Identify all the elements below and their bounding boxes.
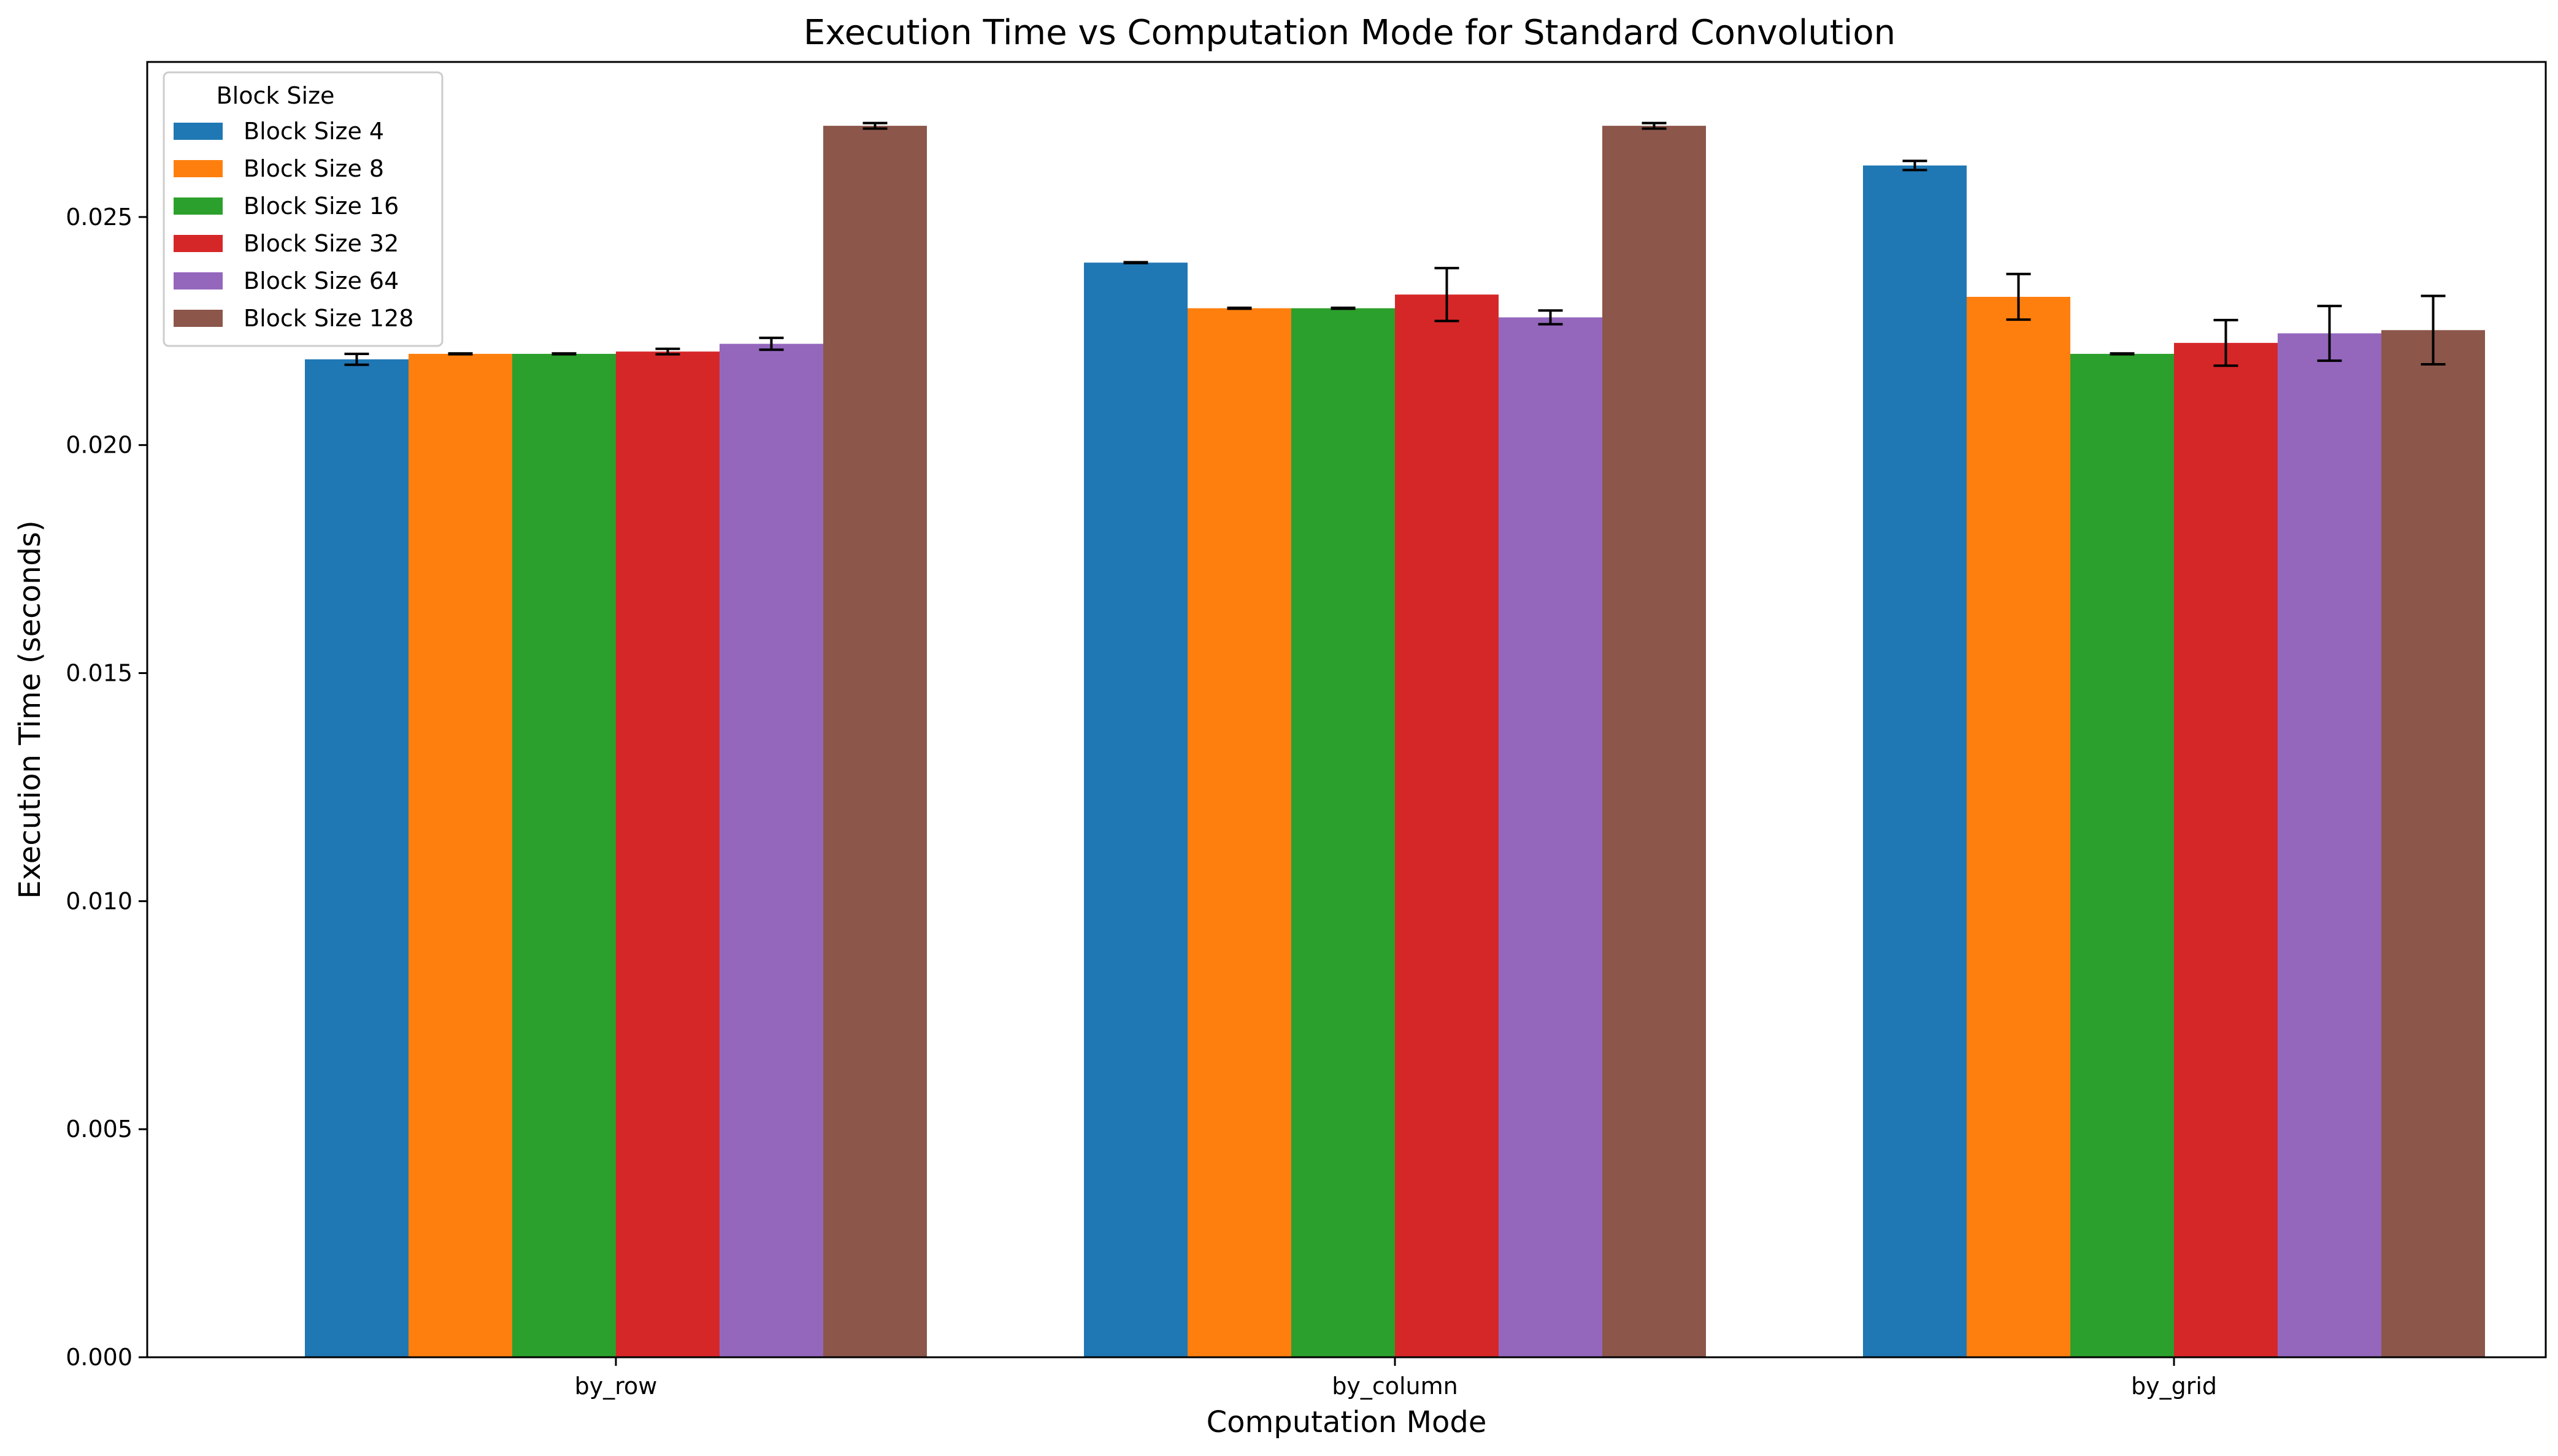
chart-title: Execution Time vs Computation Mode for S… <box>804 13 1895 53</box>
x-tick-label: by_row <box>575 1373 658 1400</box>
bar <box>1291 308 1395 1358</box>
bar <box>1395 294 1499 1358</box>
y-tick-label: 0.020 <box>66 432 133 459</box>
bar <box>2070 353 2174 1358</box>
bar <box>1863 165 1967 1357</box>
bar <box>1499 317 1602 1357</box>
legend-label: Block Size 8 <box>244 155 384 182</box>
legend-label: Block Size 32 <box>244 230 399 257</box>
y-tick-label: 0.000 <box>66 1344 133 1371</box>
legend-swatch <box>174 123 223 140</box>
bar <box>305 359 409 1357</box>
y-tick-label: 0.025 <box>66 204 133 231</box>
legend: Block Size Block Size 4 Block Size 8 Block … <box>163 71 444 347</box>
legend-swatch <box>174 160 223 177</box>
bar <box>1084 262 1188 1357</box>
legend-title: Block Size <box>217 82 335 109</box>
x-axis-label: Computation Mode <box>1207 1405 1487 1439</box>
bar <box>823 126 927 1357</box>
bar <box>1967 296 2070 1358</box>
bar <box>2278 333 2381 1357</box>
bar <box>616 351 720 1357</box>
bar <box>1188 308 1291 1358</box>
legend-swatch <box>174 272 223 289</box>
legend-box <box>163 71 444 347</box>
bar <box>2174 343 2278 1358</box>
bar <box>2381 330 2485 1358</box>
x-tick-label: by_column <box>1332 1373 1458 1400</box>
legend-swatch <box>174 310 223 327</box>
legend-label: Block Size 128 <box>244 305 413 332</box>
y-tick-label: 0.015 <box>66 660 133 687</box>
y-tick-label: 0.010 <box>66 887 133 914</box>
y-tick-label: 0.005 <box>66 1116 133 1143</box>
y-axis-label: Execution Time (seconds) <box>13 520 47 899</box>
legend-label: Block Size 4 <box>244 118 384 145</box>
bar <box>409 353 512 1358</box>
bar <box>512 353 616 1358</box>
legend-label: Block Size 16 <box>244 193 399 220</box>
plot-frame <box>146 61 2547 1358</box>
legend-label: Block Size 64 <box>244 267 399 294</box>
bar <box>1602 126 1706 1357</box>
x-tick-label: by_grid <box>2131 1373 2217 1400</box>
bar <box>720 343 823 1358</box>
plot-area: 0.000 0.005 0.010 0.015 0.020 0.025 by_row by_c… <box>66 121 2485 1400</box>
legend-swatch <box>174 235 223 252</box>
legend-swatch <box>174 197 223 215</box>
